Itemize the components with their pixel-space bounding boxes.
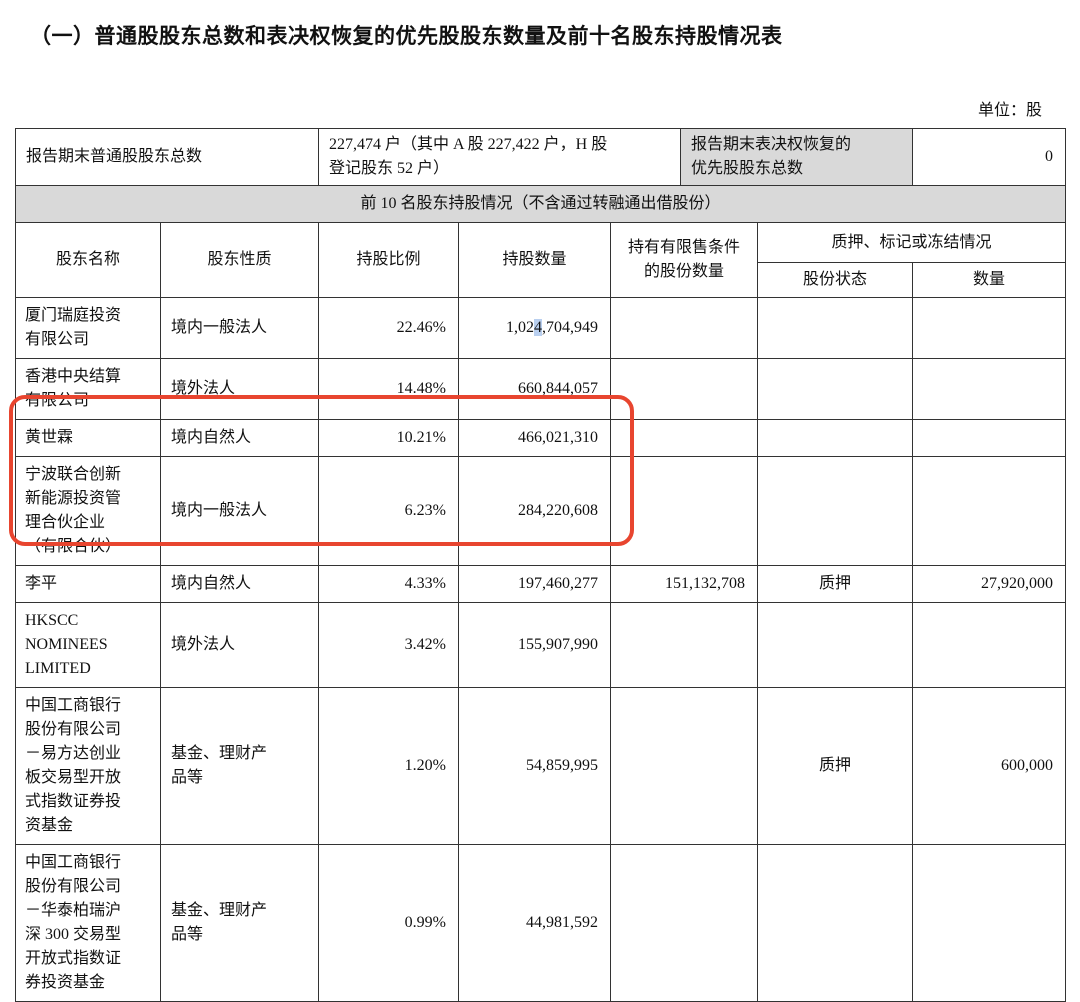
frozen-amount <box>911 602 1067 688</box>
col-header-pledge-group: 质押、标记或冻结情况 <box>756 222 1067 263</box>
share-status: 质押 <box>757 565 913 603</box>
share-status: 质押 <box>757 687 913 845</box>
share-status <box>757 602 913 688</box>
holding-ratio: 6.23% <box>318 456 459 566</box>
table-row: 中国工商银行股份有限公司－易方达创业板交易型开放式指数证券投资基金 基金、理财产… <box>15 687 1067 845</box>
col-header-holding-ratio: 持股比例 <box>318 222 459 298</box>
holding-ratio: 1.20% <box>318 687 459 845</box>
ordinary-shareholders-label: 报告期末普通股股东总数 <box>15 128 319 186</box>
share-status <box>757 297 913 359</box>
share-status <box>757 419 913 457</box>
shareholder-nature: 基金、理财产品等 <box>160 687 319 845</box>
restricted-shares <box>610 687 758 845</box>
col-header-shareholder-nature: 股东性质 <box>160 222 319 298</box>
shareholder-name: 李平 <box>15 565 161 603</box>
holding-ratio: 4.33% <box>318 565 459 603</box>
preferred-shareholders-value: 0 <box>912 128 1066 186</box>
frozen-amount <box>911 297 1067 359</box>
share-status <box>757 456 913 566</box>
restricted-shares <box>610 297 758 359</box>
shareholder-name: 中国工商银行股份有限公司－华泰柏瑞沪深 300 交易型开放式指数证券投资基金 <box>15 844 161 1002</box>
shareholder-nature: 境内自然人 <box>160 565 319 603</box>
header-row-sub: 股份状态 数量 <box>16 262 1067 298</box>
band-row: 前 10 名股东持股情况（不含通过转融通出借股份） <box>15 185 1066 223</box>
restricted-shares <box>610 844 758 1002</box>
share-status <box>757 358 913 420</box>
restricted-shares <box>610 358 758 420</box>
table-row: 厦门瑞庭投资有限公司 境内一般法人 22.46% 1,024,704,949 <box>15 297 1067 359</box>
table-row: 黄世霖 境内自然人 10.21% 466,021,310 <box>15 419 1067 457</box>
shareholder-name: 香港中央结算有限公司 <box>15 358 161 420</box>
header-row-top: 股东名称 股东性质 持股比例 持股数量 持有有限售条件的股份数量 质押、标记或冻… <box>15 222 1067 298</box>
shareholder-name: 厦门瑞庭投资有限公司 <box>15 297 161 359</box>
ordinary-shareholders-value: 227,474 户（其中 A 股 227,422 户，H 股 登记股东 52 户… <box>318 128 681 186</box>
holding-ratio: 3.42% <box>318 602 459 688</box>
table-row: HKSCC NOMINEES LIMITED 境外法人 3.42% 155,90… <box>15 602 1067 688</box>
frozen-amount <box>911 844 1067 1002</box>
holding-shares: 660,844,057 <box>458 358 611 420</box>
shareholder-name: 中国工商银行股份有限公司－易方达创业板交易型开放式指数证券投资基金 <box>15 687 161 845</box>
shareholder-nature: 境内一般法人 <box>160 297 319 359</box>
restricted-shares <box>610 419 758 457</box>
frozen-amount <box>911 419 1067 457</box>
shareholders-table-wrap: 报告期末普通股股东总数 227,474 户（其中 A 股 227,422 户，H… <box>9 128 1067 1002</box>
top10-band-title: 前 10 名股东持股情况（不含通过转融通出借股份） <box>15 185 1066 223</box>
holding-ratio: 10.21% <box>318 419 459 457</box>
shareholder-name: 黄世霖 <box>15 419 161 457</box>
shareholder-nature: 基金、理财产品等 <box>160 844 319 1002</box>
restricted-shares: 151,132,708 <box>610 565 758 603</box>
shareholder-name: 宁波联合创新新能源投资管理合伙企业（有限合伙） <box>15 456 161 566</box>
summary-row: 报告期末普通股股东总数 227,474 户（其中 A 股 227,422 户，H… <box>15 128 1066 186</box>
restricted-shares <box>610 602 758 688</box>
restricted-shares <box>610 456 758 566</box>
ordinary-value-line: 登记股东 52 户） <box>329 160 450 177</box>
report-page: （一）普通股股东总数和表决权恢复的优先股股东数量及前十名股东持股情况表 单位：股… <box>0 20 1080 1002</box>
ordinary-value-line: 227,474 户（其中 A 股 227,422 户，H 股 <box>329 136 608 153</box>
frozen-amount: 600,000 <box>911 687 1067 845</box>
holding-shares: 54,859,995 <box>458 687 611 845</box>
holding-shares: 466,021,310 <box>458 419 611 457</box>
unit-note: 单位：股 <box>977 102 1042 119</box>
preferred-shareholders-label: 报告期末表决权恢复的优先股股东总数 <box>680 128 913 186</box>
shares-text: 1,02 <box>506 319 534 336</box>
frozen-amount <box>911 358 1067 420</box>
frozen-amount: 27,920,000 <box>911 565 1067 603</box>
holding-shares: 1,024,704,949 <box>458 297 611 359</box>
col-header-restricted-shares: 持有有限售条件的股份数量 <box>610 222 758 298</box>
table-row: 李平 境内自然人 4.33% 197,460,277 151,132,708 质… <box>15 565 1067 603</box>
frozen-amount <box>911 456 1067 566</box>
col-header-share-status: 股份状态 <box>757 262 913 298</box>
summary-table: 报告期末普通股股东总数 227,474 户（其中 A 股 227,422 户，H… <box>15 128 1066 223</box>
holding-ratio: 22.46% <box>318 297 459 359</box>
shareholders-table: 股东名称 股东性质 持股比例 持股数量 持有有限售条件的股份数量 质押、标记或冻… <box>15 222 1067 1002</box>
table-row: 中国工商银行股份有限公司－华泰柏瑞沪深 300 交易型开放式指数证券投资基金 基… <box>15 844 1067 1002</box>
table-row: 香港中央结算有限公司 境外法人 14.48% 660,844,057 <box>15 358 1067 420</box>
col-header-holding-shares: 持股数量 <box>458 222 611 298</box>
table-row: 宁波联合创新新能源投资管理合伙企业（有限合伙） 境内一般法人 6.23% 284… <box>15 456 1067 566</box>
col-header-shareholder-name: 股东名称 <box>15 222 161 298</box>
holding-shares: 284,220,608 <box>458 456 611 566</box>
holding-shares: 197,460,277 <box>458 565 611 603</box>
shares-text-selected: 4 <box>534 319 542 336</box>
holding-shares: 155,907,990 <box>458 602 611 688</box>
section-title: （一）普通股股东总数和表决权恢复的优先股股东数量及前十名股东持股情况表 <box>30 24 783 48</box>
shareholder-name: HKSCC NOMINEES LIMITED <box>15 602 161 688</box>
shareholder-nature: 境内自然人 <box>160 419 319 457</box>
shareholder-nature: 境外法人 <box>160 602 319 688</box>
shares-text: ,704,949 <box>542 319 598 336</box>
holding-shares: 44,981,592 <box>458 844 611 1002</box>
holding-ratio: 14.48% <box>318 358 459 420</box>
col-header-pledge-amount: 数量 <box>911 262 1067 298</box>
shareholder-nature: 境内一般法人 <box>160 456 319 566</box>
holding-ratio: 0.99% <box>318 844 459 1002</box>
share-status <box>757 844 913 1002</box>
shareholder-nature: 境外法人 <box>160 358 319 420</box>
